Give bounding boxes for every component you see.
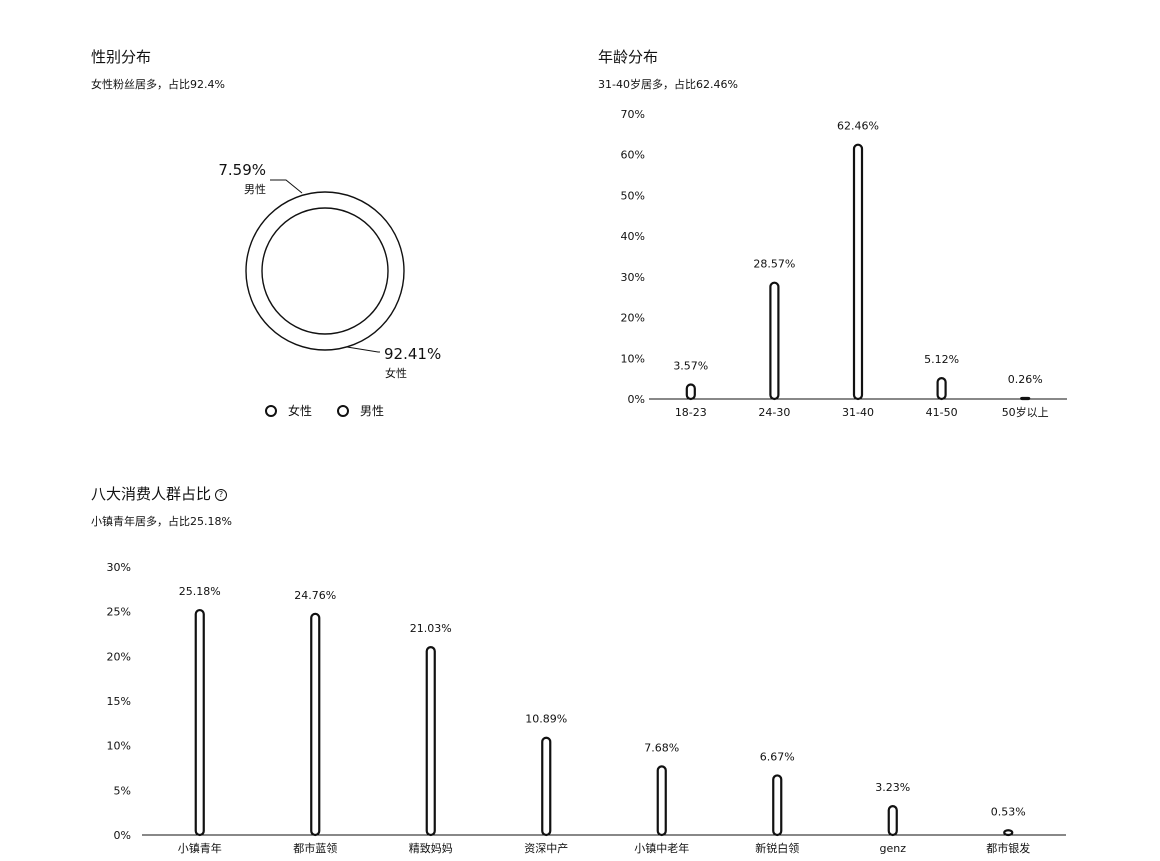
y-tick-label: 0%: [628, 393, 645, 406]
bar-value-label: 3.23%: [875, 781, 910, 794]
donut-outer-ring: [245, 191, 405, 351]
y-tick-label: 10%: [621, 352, 645, 365]
bar-value-label: 28.57%: [753, 258, 795, 271]
bar-value-label: 10.89%: [525, 713, 567, 726]
y-tick-label: 30%: [107, 561, 131, 574]
slice-value-label: 7.59%: [218, 161, 266, 179]
y-tick-label: 70%: [621, 108, 645, 121]
y-tick-label: 0%: [114, 829, 131, 842]
bar-value-label: 0.53%: [991, 805, 1026, 818]
x-tick-label: genz: [880, 842, 907, 855]
x-tick-label: 新锐白领: [755, 841, 799, 855]
y-tick-label: 60%: [621, 149, 645, 162]
y-tick-label: 30%: [621, 271, 645, 284]
consumer-subtitle: 小镇青年居多，占比25.18%: [91, 515, 232, 528]
consumer-panel: 八大消费人群占比? 小镇青年居多，占比25.18%: [91, 483, 232, 529]
y-tick-label: 15%: [107, 695, 131, 708]
x-tick-label: 18-23: [675, 406, 707, 419]
bar-value-label: 24.76%: [294, 589, 336, 602]
legend-item-male[interactable]: 男性: [337, 404, 384, 418]
bar: [887, 805, 898, 837]
bar-value-label: 7.68%: [644, 741, 679, 754]
x-tick-label: 小镇中老年: [634, 841, 689, 855]
donut-inner-ring: [261, 207, 389, 335]
x-tick-label: 都市银发: [986, 841, 1030, 855]
y-tick-label: 20%: [621, 312, 645, 325]
age-panel: 年龄分布 31-40岁居多，占比62.46%: [598, 46, 738, 92]
bar: [685, 383, 696, 401]
bar-value-label: 0.26%: [1008, 373, 1043, 386]
legend-label: 男性: [360, 404, 384, 418]
bar: [936, 377, 947, 401]
consumer-bar-chart: 0% 5% 10% 15% 20% 25% 30% 25.18% 小镇青年 24.76% 都市蓝领 2…: [107, 561, 1066, 855]
bar-value-label: 62.46%: [837, 120, 879, 133]
bar: [769, 281, 780, 401]
y-tick-label: 50%: [621, 189, 645, 202]
x-tick-label: 41-50: [926, 406, 958, 419]
ring-marker-icon: [337, 405, 349, 417]
x-tick-label: 50岁以上: [1002, 405, 1049, 419]
x-tick-label: 小镇青年: [178, 841, 222, 855]
ring-marker-icon: [265, 405, 277, 417]
gender-title: 性别分布: [91, 48, 152, 66]
x-tick-label: 精致妈妈: [409, 841, 453, 855]
bar: [194, 608, 205, 837]
age-title: 年龄分布: [598, 48, 659, 66]
age-bar-chart: 0% 10% 20% 30% 40% 50% 60% 70% 3.57% 18-23 28.57% 2…: [621, 108, 1067, 419]
bar-value-label: 6.67%: [760, 750, 795, 763]
y-tick-label: 10%: [107, 740, 131, 753]
slice-leader-line: [270, 179, 303, 194]
consumer-title-row: 八大消费人群占比?: [91, 483, 232, 504]
gender-panel: 性别分布 女性粉丝居多，占比92.4%: [91, 46, 225, 92]
x-tick-label: 都市蓝领: [293, 841, 337, 855]
bar: [1020, 396, 1031, 401]
x-tick-label: 31-40: [842, 406, 874, 419]
gender-subtitle: 女性粉丝居多，占比92.4%: [91, 78, 225, 91]
x-tick-label: 资深中产: [524, 841, 568, 855]
bar-value-label: 21.03%: [410, 622, 452, 635]
question-circle-icon[interactable]: ?: [215, 489, 228, 501]
bar: [852, 143, 864, 401]
bar-value-label: 3.57%: [673, 359, 708, 372]
bar: [772, 774, 783, 837]
bar: [425, 646, 436, 837]
age-subtitle: 31-40岁居多，占比62.46%: [598, 78, 738, 91]
bar: [310, 612, 321, 837]
slice-name-label: 女性: [385, 366, 407, 380]
y-tick-label: 25%: [107, 606, 131, 619]
y-tick-label: 40%: [621, 230, 645, 243]
bar: [1003, 829, 1014, 837]
legend-item-female[interactable]: 女性: [265, 403, 312, 418]
slice-value-label: 92.41%: [384, 345, 441, 363]
bar: [656, 765, 667, 837]
y-tick-label: 5%: [114, 784, 131, 797]
bar-value-label: 25.18%: [179, 585, 221, 598]
legend-label: 女性: [288, 403, 312, 418]
y-tick-label: 20%: [107, 650, 131, 663]
slice-name-label: 男性: [244, 182, 266, 196]
bar: [541, 736, 552, 837]
consumer-title: 八大消费人群占比: [91, 485, 212, 503]
x-tick-label: 24-30: [758, 406, 790, 419]
slice-leader-line: [346, 346, 380, 353]
bar-value-label: 5.12%: [924, 353, 959, 366]
